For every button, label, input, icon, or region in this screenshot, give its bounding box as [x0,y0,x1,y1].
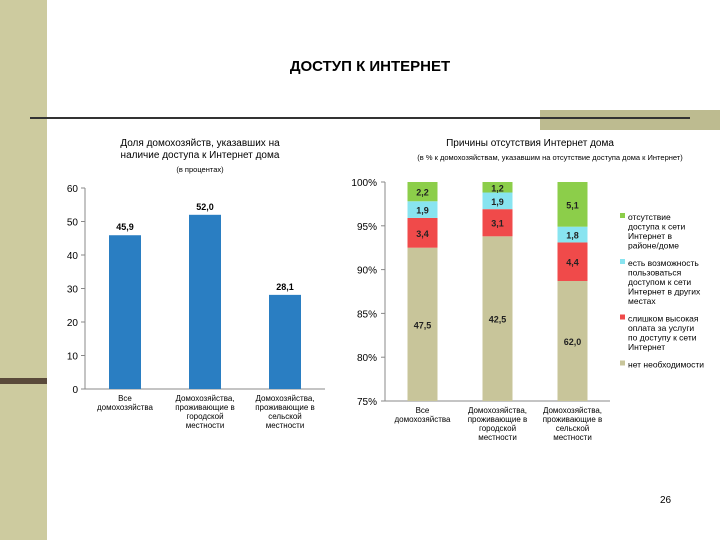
chart2-segment-label: 47,5 [414,320,432,330]
chart2-segment-label: 3,4 [416,229,429,239]
chart2-y-tick-label: 75% [357,397,377,408]
chart1-y-tick-label: 0 [72,385,78,396]
chart2-segment-label: 5,1 [566,200,579,210]
chart2-segment-label: 1,9 [491,197,504,207]
chart2-bar-segment [557,182,588,227]
chart1-value-label: 28,1 [276,282,294,292]
chart1-y-tick-label: 20 [67,318,79,329]
chart1-y-tick-label: 60 [67,184,79,195]
chart1-y-tick-label: 40 [67,251,79,262]
chart2-category-label: Домохозяйства, проживающие в сельской местн… [543,406,603,442]
chart2-segment-label: 4,4 [566,258,579,268]
chart2-bar-segment [407,217,438,248]
chart2-bar-segment [482,192,513,210]
chart2-bar-segment [482,236,513,401]
chart2-y-tick-label: 90% [357,266,377,277]
chart2-bar-segment [557,226,588,243]
chart1-subtitle: (в процентах) [176,165,224,174]
chart2-bar-segment [407,247,438,401]
chart2-segment-label: 2,2 [416,188,429,198]
chart2-segment-label: 1,9 [416,206,429,216]
chart2-bar-segment [557,280,588,401]
page-number: 26 [660,495,672,506]
chart1-bar [269,294,301,389]
chart1-category-label: Все домохозяйства [97,394,154,412]
chart2-legend-swatch [620,213,625,218]
side-accent [0,378,47,384]
chart2-segment-label: 1,2 [491,183,504,193]
chart2-bar-segment [557,242,588,281]
chart2-y-tick-label: 85% [357,309,377,320]
chart2-y-tick-label: 100% [351,178,377,189]
chart2-category-label: Домохозяйства, проживающие в городской мест… [468,406,528,442]
chart1-y-tick-label: 10 [67,352,79,363]
chart1-bar [189,214,221,389]
chart2-segment-label: 62,0 [564,337,582,347]
chart1-bar [109,235,141,389]
chart2-subtitle: (в % к домохозяйствам, указавшим на отсу… [417,153,683,162]
chart2-bar-segment [482,182,513,193]
chart2-legend-swatch [620,259,625,264]
chart2-legend-label: отсутствие доступа к сети Интернет в районе… [628,212,686,251]
chart2-legend-swatch [620,360,625,366]
chart1-y-tick-label: 50 [67,218,79,229]
chart1-value-label: 45,9 [116,222,134,232]
chart1-value-label: 52,0 [196,202,214,212]
chart2-bar-segment [407,182,438,202]
chart2-legend-label: нет необходимости [628,360,704,370]
chart2-y-tick-label: 80% [357,353,377,364]
title-divider [30,117,690,119]
chart2-bar-segment [407,201,438,218]
chart2-category-label: Все домохозяйства [395,406,452,424]
chart1-y-tick-label: 30 [67,285,79,296]
slide-title: ДОСТУП К ИНТЕРНЕТ [289,58,451,75]
chart1-bar-chart: 0 10 20 30 40 50 60 45,9 Все домохозяйства 52,0 Дом… [67,184,325,430]
chart1-category-label: Домохозяйства, проживающие в городской мест… [175,394,235,430]
chart2-y-tick-label: 95% [357,222,377,233]
chart2-stacked-bar-chart: 75% 80% 85% 90% 95% 100% 47,5 3,4 1,9 2,2 Все домох… [351,178,704,442]
chart2-segment-label: 3,1 [491,219,504,229]
chart2-bar-segment [482,209,513,237]
chart2-legend-label: есть возможность пользоваться доступом к с… [628,258,701,306]
side-band [0,0,47,540]
chart1-category-label: Домохозяйства, проживающие в сельской местн… [255,394,315,430]
chart2-segment-label: 1,8 [566,231,579,241]
corner-accent-block [540,110,720,130]
chart2-segment-label: 42,5 [489,315,507,325]
chart2-legend-label: слишком высокая оплата за услуги по доступ… [628,314,699,353]
chart2-legend-swatch [620,314,625,320]
chart1-title: Доля домохозяйств, указавших на наличие … [120,138,280,161]
chart2-title: Причины отсутствия Интернет дома [446,138,614,149]
